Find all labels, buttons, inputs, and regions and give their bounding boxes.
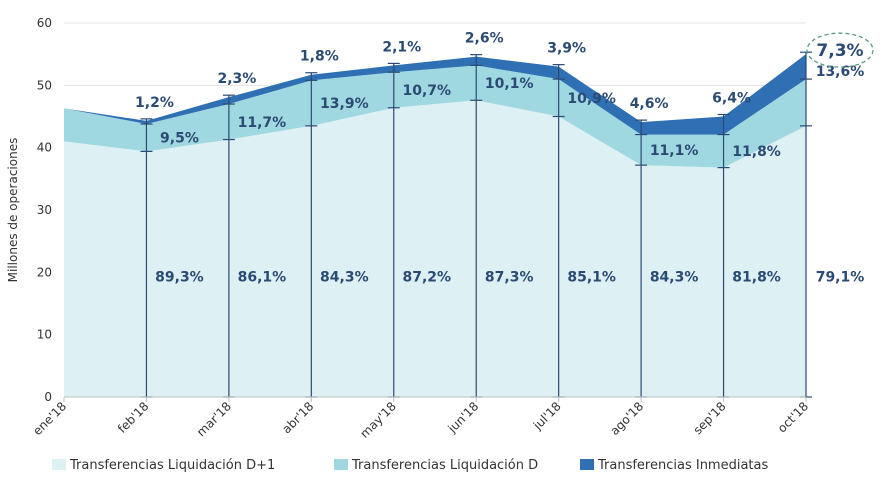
data-label: 79,1% (816, 270, 865, 286)
data-label: 10,1% (485, 76, 534, 92)
legend-label: Transferencias Inmediatas (597, 458, 768, 473)
legend-swatch (334, 459, 348, 470)
y-axis: 0 10 20 30 40 50 60 (37, 16, 52, 404)
x-tick-label: mar'18 (194, 399, 234, 439)
legend: Transferencias Liquidación D+1 Transferen… (52, 458, 768, 473)
y-tick-label: 30 (37, 203, 52, 217)
x-tick-label: jul'18 (530, 399, 564, 433)
data-label: 84,3% (320, 270, 369, 286)
data-label: 2,3% (217, 71, 256, 87)
data-label: 13,6% (816, 64, 865, 80)
data-label: 81,8% (732, 270, 781, 286)
data-label: 87,3% (485, 270, 534, 286)
data-label: 87,2% (402, 270, 451, 286)
data-label: 11,8% (732, 144, 781, 160)
data-label: 1,2% (135, 95, 174, 111)
x-tick-label: ene'18 (30, 399, 69, 438)
area-1 (64, 65, 806, 168)
y-tick-label: 10 (37, 328, 52, 342)
area-series (64, 54, 806, 397)
data-label: 89,3% (155, 270, 204, 286)
area-2 (64, 54, 806, 135)
y-axis-title: Millones de operaciones (6, 138, 20, 283)
data-label: 9,5% (160, 131, 199, 147)
data-label: 7,3% (816, 41, 863, 61)
data-label: 86,1% (238, 270, 287, 286)
legend-swatch (52, 459, 66, 470)
legend-label: Transferencias Liquidación D+1 (69, 458, 275, 473)
data-label: 4,6% (630, 96, 669, 112)
x-tick-label: feb'18 (115, 399, 152, 436)
x-tick-label: ago'18 (607, 399, 646, 438)
x-tick-label: jun'18 (444, 399, 481, 436)
data-label: 1,8% (300, 49, 339, 65)
range-markers (140, 51, 812, 398)
data-labels: 89,3% 9,5% 1,2% 86,1% 11,7% 2,3% 84,3% 13,9% 1,8… (135, 31, 874, 286)
data-label: 6,4% (712, 91, 751, 107)
data-label: 11,7% (238, 115, 287, 131)
legend-swatch (580, 459, 594, 470)
y-tick-label: 50 (37, 78, 52, 92)
data-label: 10,9% (567, 91, 616, 107)
y-tick-label: 60 (37, 16, 52, 30)
y-tick-label: 0 (44, 390, 52, 404)
data-label: 2,6% (465, 31, 504, 47)
x-tick-label: abr'18 (279, 399, 316, 436)
area-0 (64, 100, 806, 397)
data-label: 10,7% (402, 83, 451, 99)
data-label: 3,9% (547, 41, 586, 57)
data-label: 13,9% (320, 96, 369, 112)
highlight-ellipse (806, 32, 874, 68)
x-tick-label: oct'18 (775, 399, 811, 435)
data-label: 2,1% (382, 39, 421, 55)
data-label: 84,3% (650, 270, 699, 286)
data-label: 11,1% (650, 143, 699, 159)
y-tick-label: 40 (37, 141, 52, 155)
x-axis: ene'18 feb'18 mar'18 abr'18 may'18 jun'18 jul'… (30, 396, 811, 441)
legend-label: Transferencias Liquidación D (351, 458, 538, 473)
y-tick-label: 20 (37, 265, 52, 279)
x-tick-label: sep'18 (691, 399, 729, 437)
x-tick-label: may'18 (357, 399, 399, 441)
data-label: 85,1% (567, 270, 616, 286)
